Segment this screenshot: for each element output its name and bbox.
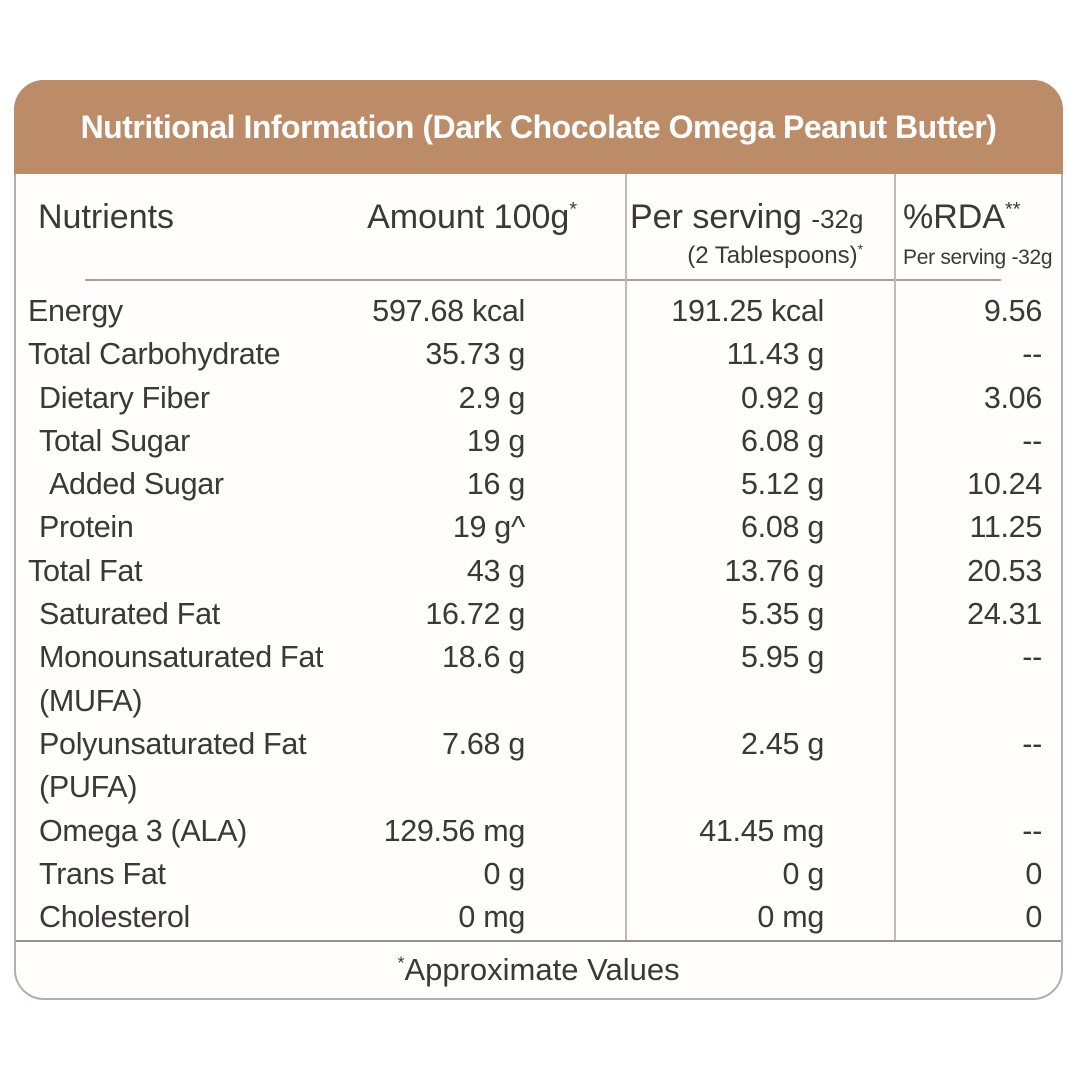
amount-value: 0 mg	[458, 900, 525, 935]
nutrient-label: Total Carbohydrate	[28, 337, 281, 372]
rda-value: 0	[1025, 856, 1042, 891]
header-underline	[85, 279, 1001, 281]
table-row-cholesterol: Cholesterol 0 mg 0 mg 0	[16, 896, 1061, 939]
per-serving-header-text: Per serving	[630, 198, 802, 236]
per-serving-value: 5.35 g	[741, 597, 824, 632]
amount-value: 0 g	[483, 856, 526, 891]
per-serving-value: 191.25 kcal	[671, 294, 824, 328]
nutrient-label: Dietary Fiber	[39, 380, 210, 415]
per-serving-value: 11.43 g	[726, 337, 825, 372]
footer-text: Approximate Values	[404, 952, 680, 987]
per-serving-value: 0 mg	[757, 900, 824, 935]
amount-value: 35.73 g	[425, 337, 525, 372]
amount-value: 16 g	[466, 467, 525, 502]
column-header-per-serving: Per serving -32g (2 Tablespoons)*	[630, 198, 864, 269]
column-divider-1	[625, 174, 627, 940]
table-row-dietary-fiber: Dietary Fiber 2.9 g 0.92 g 3.06	[16, 377, 1061, 420]
nutrient-label: Energy	[28, 294, 123, 328]
per-serving-value: 6.08 g	[741, 423, 824, 458]
amount-value: 19 g^	[452, 510, 525, 545]
nutrient-label: Protein	[39, 510, 134, 545]
column-divider-2	[894, 174, 896, 940]
tablespoons-text: (2 Tablespoons)	[687, 241, 858, 269]
per-serving-value: 41.45 mg	[699, 813, 824, 848]
rda-header-line2: Per serving -32g	[903, 245, 1053, 269]
footer-note: *Approximate Values	[16, 940, 1061, 998]
rda-value: 11.25	[969, 510, 1042, 545]
table-row-trans-fat: Trans Fat 0 g 0 g 0	[16, 853, 1061, 896]
per-serving-value: 0 g	[782, 856, 825, 891]
nutrient-label: Total Fat	[28, 553, 143, 588]
rda-header-text: %RDA	[903, 198, 1006, 236]
table-row-added-sugar: Added Sugar 16 g 5.12 g 10.24	[16, 463, 1061, 506]
nutrient-name-line2: (MUFA)	[39, 683, 143, 718]
rda-value: 3.06	[983, 380, 1042, 415]
page-title: Nutritional Information (Dark Chocolate …	[80, 108, 997, 145]
nutrition-table-body: Energy 597.68 kcal 191.25 kcal 9.56 Tota…	[16, 290, 1061, 939]
table-row-polyunsaturated-fat: Polyunsaturated Fat (PUFA) 7.68 g 2.45 g…	[16, 723, 1061, 810]
per-serving-value: 5.95 g	[741, 640, 824, 675]
table-row-saturated-fat: Saturated Fat 16.72 g 5.35 g 24.31	[16, 593, 1061, 636]
tablespoons-asterisk: *	[857, 240, 863, 257]
amount-value: 43 g	[466, 553, 525, 588]
per-serving-value: 5.12 g	[741, 467, 824, 502]
column-header-rda: %RDA** Per serving -32g	[903, 198, 1059, 269]
per-serving-value: 0.92 g	[741, 380, 824, 415]
title-bar: Nutritional Information (Dark Chocolate …	[14, 80, 1063, 174]
rda-value: 10.24	[967, 467, 1042, 502]
nutrient-name-line2: (PUFA)	[39, 770, 138, 805]
table-row-protein: Protein 19 g^ 6.08 g 11.25	[16, 506, 1061, 549]
rda-value: --	[1022, 640, 1042, 675]
nutrient-label: Cholesterol	[39, 900, 190, 935]
nutrient-label: Total Sugar	[39, 423, 190, 458]
per-serving-header-line2: (2 Tablespoons)*	[630, 240, 863, 269]
amount-value: 7.68 g	[442, 726, 525, 761]
amount-value: 129.56 mg	[383, 813, 526, 848]
table-row-omega-3: Omega 3 (ALA) 129.56 mg 41.45 mg --	[16, 810, 1061, 853]
amount-value: 18.6 g	[442, 640, 525, 675]
rda-value: 20.53	[967, 553, 1042, 588]
amount-value: 597.68 kcal	[372, 294, 525, 328]
nutrient-label: Saturated Fat	[39, 597, 220, 632]
column-header-nutrients: Nutrients	[38, 198, 175, 236]
nutrient-name-line1: Polyunsaturated Fat	[39, 726, 307, 761]
footer-asterisk: *	[397, 952, 405, 973]
table-row-total-sugar: Total Sugar 19 g 6.08 g --	[16, 420, 1061, 463]
amount-header-text: Amount 100g	[367, 198, 570, 236]
table-row-total-fat: Total Fat 43 g 13.76 g 20.53	[16, 550, 1061, 593]
nutrient-label: Polyunsaturated Fat (PUFA)	[16, 723, 356, 810]
rda-value: --	[1022, 423, 1042, 458]
nutrition-card: Nutritional Information (Dark Chocolate …	[14, 80, 1063, 1000]
amount-value: 2.9 g	[458, 380, 526, 415]
nutrient-label: Omega 3 (ALA)	[39, 813, 247, 848]
per-serving-header-line1: Per serving -32g	[630, 198, 864, 236]
rda-header-asterisks: **	[1005, 198, 1021, 221]
rda-value: 24.31	[967, 597, 1042, 632]
table-row-total-carbohydrate: Total Carbohydrate 35.73 g 11.43 g --	[16, 333, 1061, 376]
approximate-values-note: *Approximate Values	[397, 952, 679, 988]
rda-header-line1: %RDA**	[903, 198, 1059, 236]
table-row-monounsaturated-fat: Monounsaturated Fat (MUFA) 18.6 g 5.95 g…	[16, 636, 1061, 723]
per-serving-value: 13.76 g	[724, 553, 824, 588]
nutrient-label: Monounsaturated Fat (MUFA)	[16, 636, 356, 723]
rda-value: --	[1022, 813, 1042, 848]
table-row-energy: Energy 597.68 kcal 191.25 kcal 9.56	[16, 290, 1061, 333]
column-header-amount: Amount 100g*	[296, 198, 577, 236]
rda-value: --	[1022, 337, 1042, 372]
amount-value: 19 g	[466, 423, 525, 458]
per-serving-value: 2.45 g	[741, 726, 824, 761]
nutrient-name-line1: Monounsaturated Fat	[39, 640, 324, 675]
nutrient-label: Trans Fat	[39, 856, 166, 891]
per-serving-value: 6.08 g	[741, 510, 824, 545]
amount-header-asterisk: *	[569, 198, 577, 221]
rda-value: 9.56	[983, 294, 1042, 328]
per-serving-header-weight: -32g	[811, 204, 864, 234]
amount-value: 16.72 g	[425, 597, 525, 632]
nutrient-label: Added Sugar	[49, 467, 224, 502]
rda-value: --	[1022, 726, 1042, 761]
rda-value: 0	[1025, 900, 1042, 935]
